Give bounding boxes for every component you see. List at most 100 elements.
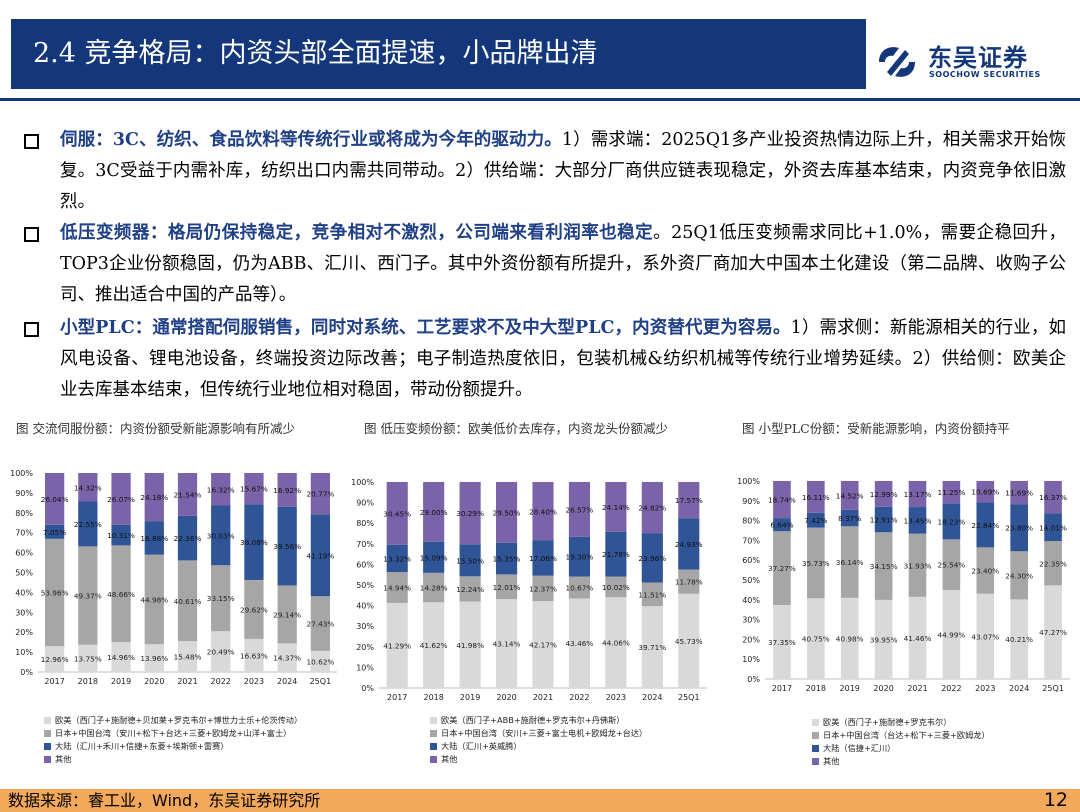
bar-segment <box>459 601 481 688</box>
bar-segment <box>1044 513 1062 542</box>
data-label: 44.98% <box>140 595 168 604</box>
data-label: 34.15% <box>870 562 898 571</box>
bar-segment <box>44 524 65 539</box>
x-tick-label: 2021 <box>533 693 553 702</box>
bar-segment <box>78 644 98 672</box>
x-tick-label: 25Q1 <box>310 677 332 686</box>
data-label: 23.80% <box>1005 524 1033 533</box>
legend-label: 日本+中国台湾（安川+松下+台达+三菱+欧姆龙+山洋+富士） <box>55 728 292 738</box>
legend-item: 欧美（西门子+ABB+施耐德+罗克韦尔+丹佛斯） <box>430 714 647 727</box>
data-label: 36.14% <box>836 558 864 567</box>
chart-svg: 0% 10% 20% 30% 40% 50% 60% 70% 80% 90% 100% 2017 201… <box>737 477 1070 693</box>
data-label: 10.62% <box>306 657 334 666</box>
data-label: 40.21% <box>1005 635 1033 644</box>
bar-segment <box>942 480 961 504</box>
bar-segment <box>78 501 98 547</box>
data-label: 29.62% <box>240 605 268 614</box>
y-tick-label: 0% <box>361 684 374 693</box>
bar-segment <box>678 481 700 519</box>
x-tick-label: 2024 <box>642 693 662 702</box>
data-label: 14.28% <box>420 584 448 593</box>
bullet-lead: 低压变频器：格局仍保持稳定，竞争相对不激烈，公司端来看利润率也稳定 <box>60 223 654 243</box>
data-label: 16.11% <box>802 493 830 502</box>
bar-segment <box>459 544 481 577</box>
bar-segment <box>495 574 518 600</box>
bar-segment <box>386 544 408 573</box>
bar-segment <box>144 644 164 672</box>
data-label: 30.03% <box>207 531 235 540</box>
chart-svg: 0% 10% 20% 30% 40% 50% 60% 70% 80% 90% 100% 2017 201… <box>10 469 337 686</box>
bar-segment <box>678 569 700 594</box>
legend-item: 大陆（信捷+汇川） <box>812 742 990 755</box>
bar-segment <box>568 482 591 537</box>
data-label: 10.69% <box>971 488 999 497</box>
bar-segment <box>111 642 131 672</box>
x-tick-label: 2017 <box>772 684 792 693</box>
bar-segment <box>244 473 264 505</box>
y-tick-label: 0% <box>747 675 760 684</box>
bar-segment <box>976 593 995 679</box>
data-label: 22.35% <box>1039 559 1067 568</box>
data-label: 30.45% <box>383 509 411 518</box>
bar-segment <box>840 597 859 679</box>
bar-segment <box>532 482 554 541</box>
x-tick-label: 2024 <box>277 677 297 686</box>
y-tick-label: 60% <box>356 560 374 569</box>
data-label: 14.32% <box>74 483 102 492</box>
legend-swatch <box>430 756 437 763</box>
data-label: 19.30% <box>566 553 594 562</box>
bar-segment <box>78 473 98 502</box>
y-tick-label: 20% <box>356 643 374 652</box>
legend-label: 欧美（西门子+ABB+施耐德+罗克韦尔+丹佛斯） <box>441 715 625 725</box>
bar-segment <box>807 512 825 528</box>
bar-segment <box>459 481 481 545</box>
data-label: 24.14% <box>602 503 630 512</box>
bullet-square-icon <box>24 134 39 149</box>
data-label: 43.46% <box>566 639 594 648</box>
y-tick-label: 70% <box>15 529 33 538</box>
legend-item: 大陆（汇川+英威腾） <box>430 740 647 753</box>
bullet-inverter: 低压变频器：格局仍保持稳定，竞争相对不激烈，公司端来看利润率也稳定。25Q1低压… <box>24 218 1066 311</box>
bar-segment <box>144 473 164 522</box>
bullet-body: 1）需求侧：新能源相关的行业，如风电设备、锂电池设备，终端投资边际改善；电子制造… <box>60 318 1066 400</box>
y-tick-label: 50% <box>742 576 760 585</box>
y-tick-label: 60% <box>15 549 33 558</box>
legend-item: 日本+中国台湾（安川+松下+台达+三菱+欧姆龙+山洋+富士） <box>44 727 302 740</box>
logo-mark-icon <box>879 47 915 77</box>
bar-segment <box>605 482 627 532</box>
data-label: 12.24% <box>456 585 484 594</box>
legend-item: 欧美（西门子+施耐德+贝加莱+罗克韦尔+博世力士乐+伦茨传动） <box>44 714 302 727</box>
data-label: 16.63% <box>240 651 268 660</box>
legend-label: 其他 <box>55 754 72 764</box>
x-tick-label: 25Q1 <box>1042 684 1064 693</box>
data-label: 12.91% <box>870 516 898 525</box>
page-number: 12 <box>1043 789 1068 811</box>
y-tick-label: 80% <box>742 517 760 526</box>
data-label: 22.55% <box>74 520 102 529</box>
bar-segment <box>459 576 481 602</box>
bar-segment <box>144 521 164 555</box>
data-label: 40.75% <box>802 635 830 644</box>
bar-segment <box>244 579 264 639</box>
bar-segment <box>310 596 331 651</box>
data-label: 49.37% <box>74 592 102 601</box>
legend-label: 日本+中国台湾（台达+松下+三菱+欧姆龙） <box>823 730 990 740</box>
y-tick-label: 80% <box>356 519 374 528</box>
y-tick-label: 100% <box>351 478 374 487</box>
bullet-plc: 小型PLC：通常搭配伺服销售，同时对系统、工艺要求不及中大型PLC，内资替代更为… <box>24 313 1066 406</box>
data-label: 24.82% <box>638 504 666 513</box>
x-tick-label: 2023 <box>244 677 264 686</box>
bar-segment <box>277 585 297 644</box>
page-title: 2.4 竞争格局：内资头部全面提速，小品牌出清 <box>33 38 598 69</box>
legend-swatch <box>430 743 437 750</box>
legend-label: 大陆（信捷+汇川） <box>823 743 896 753</box>
data-label: 24.30% <box>1005 571 1033 580</box>
bar-segment <box>277 506 297 586</box>
company-logo: 东吴证券 SOOCHOW SECURITIES <box>875 38 1075 88</box>
x-tick-label: 2020 <box>496 693 516 702</box>
x-tick-label: 2021 <box>907 684 927 693</box>
bar-segment <box>495 599 518 688</box>
data-label: 28.40% <box>529 507 557 516</box>
bar-segment <box>177 641 198 672</box>
data-label: 13.17% <box>904 490 932 499</box>
